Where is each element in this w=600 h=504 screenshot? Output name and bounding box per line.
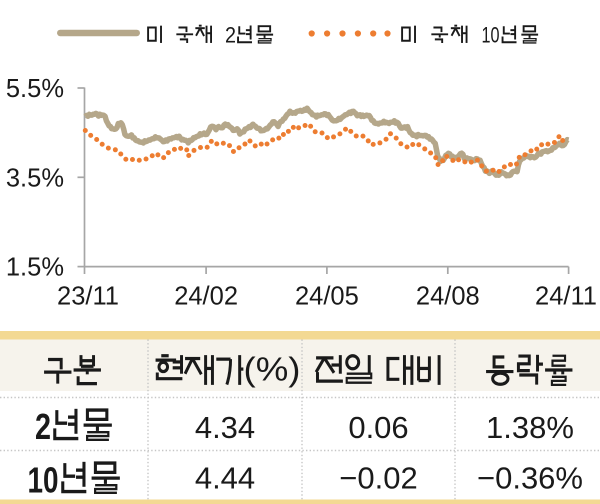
svg-text:4.34: 4.34 [195, 410, 255, 445]
svg-text:1.38%: 1.38% [486, 410, 574, 445]
svg-text:0.06: 0.06 [348, 410, 408, 445]
svg-text:2: 2 [35, 406, 51, 447]
svg-text:10: 10 [28, 460, 59, 501]
svg-text:2: 2 [225, 22, 236, 47]
svg-text:(%): (%) [244, 351, 301, 388]
svg-text:23/11: 23/11 [57, 283, 119, 311]
svg-text:5.5%: 5.5% [6, 75, 64, 103]
svg-text:24/11: 24/11 [535, 283, 597, 311]
svg-text:24/05: 24/05 [295, 283, 359, 311]
svg-text:24/08: 24/08 [416, 283, 480, 311]
svg-text:3.5%: 3.5% [6, 164, 64, 192]
svg-text:24/02: 24/02 [174, 283, 238, 311]
svg-text:−0.36%: −0.36% [477, 461, 583, 496]
svg-text:4.44: 4.44 [195, 461, 255, 496]
svg-text:10: 10 [482, 22, 500, 47]
svg-text:−0.02: −0.02 [339, 461, 417, 496]
svg-text:1.5%: 1.5% [6, 254, 64, 282]
